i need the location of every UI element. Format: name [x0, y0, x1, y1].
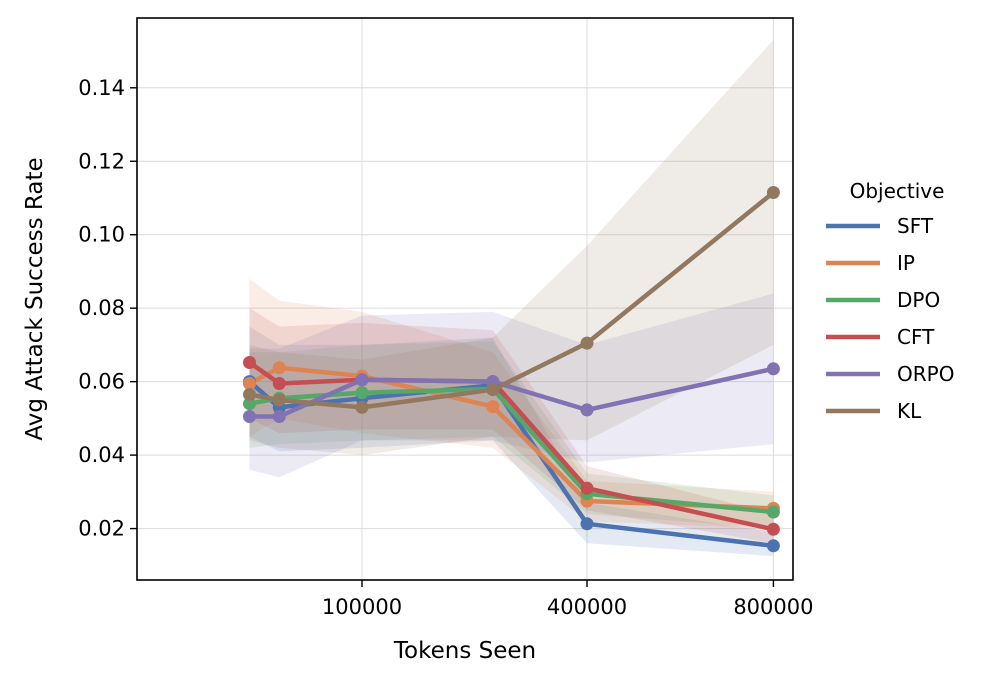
y-tick-label: 0.10	[78, 223, 125, 247]
y-tick-label: 0.02	[78, 517, 125, 541]
legend-title: Objective	[850, 179, 945, 203]
point-cft	[243, 356, 256, 369]
y-axis-label: Avg Attack Success Rate	[22, 157, 48, 440]
point-dpo	[243, 397, 256, 411]
legend-label-ip: IP	[897, 251, 915, 275]
x-tick-label: 400000	[547, 595, 627, 619]
x-axis-label: Tokens Seen	[393, 638, 536, 664]
y-tick-label: 0.12	[78, 149, 125, 173]
point-sft	[580, 517, 594, 531]
band-sft	[249, 326, 774, 557]
point-orpo	[243, 410, 256, 423]
point-orpo	[580, 403, 594, 417]
point-ip	[243, 377, 256, 390]
point-orpo	[272, 410, 286, 423]
legend-label-cft: CFT	[897, 325, 935, 349]
point-kl	[243, 388, 256, 401]
point-cft	[766, 522, 780, 536]
y-tick-label: 0.04	[78, 443, 125, 467]
band-dpo	[249, 341, 774, 529]
legend-label-orpo: ORPO	[897, 362, 954, 386]
point-cft	[580, 481, 594, 495]
y-axis-ticks: 0.02 0.04 0.06 0.08 0.10 0.12 0.14	[78, 76, 137, 541]
point-sft	[766, 539, 780, 553]
series-points	[243, 186, 780, 553]
point-dpo	[766, 505, 780, 519]
point-ip	[486, 400, 500, 414]
legend-label-kl: KL	[897, 399, 922, 423]
point-dpo	[355, 386, 369, 400]
y-tick-label: 0.06	[78, 370, 125, 394]
point-ip	[272, 361, 286, 375]
x-tick-label: 100000	[322, 595, 402, 619]
y-tick-label: 0.08	[78, 296, 125, 320]
y-tick-label: 0.14	[78, 76, 125, 100]
legend-label-sft: SFT	[897, 214, 934, 238]
point-orpo	[355, 373, 369, 387]
plot-frame	[136, 17, 794, 581]
x-tick-label: 800000	[733, 595, 813, 619]
point-kl	[766, 186, 780, 199]
legend-label-dpo: DPO	[897, 288, 940, 312]
point-kl	[580, 336, 594, 350]
point-orpo	[766, 362, 780, 376]
legend: Objective SFT IP DPO CFT ORPO KL	[826, 179, 954, 423]
point-kl	[355, 400, 369, 414]
point-kl	[486, 383, 500, 397]
band-kl	[249, 40, 774, 456]
x-axis-ticks: 100000 400000 800000	[322, 580, 813, 619]
point-cft	[272, 377, 286, 390]
point-kl	[272, 393, 286, 407]
